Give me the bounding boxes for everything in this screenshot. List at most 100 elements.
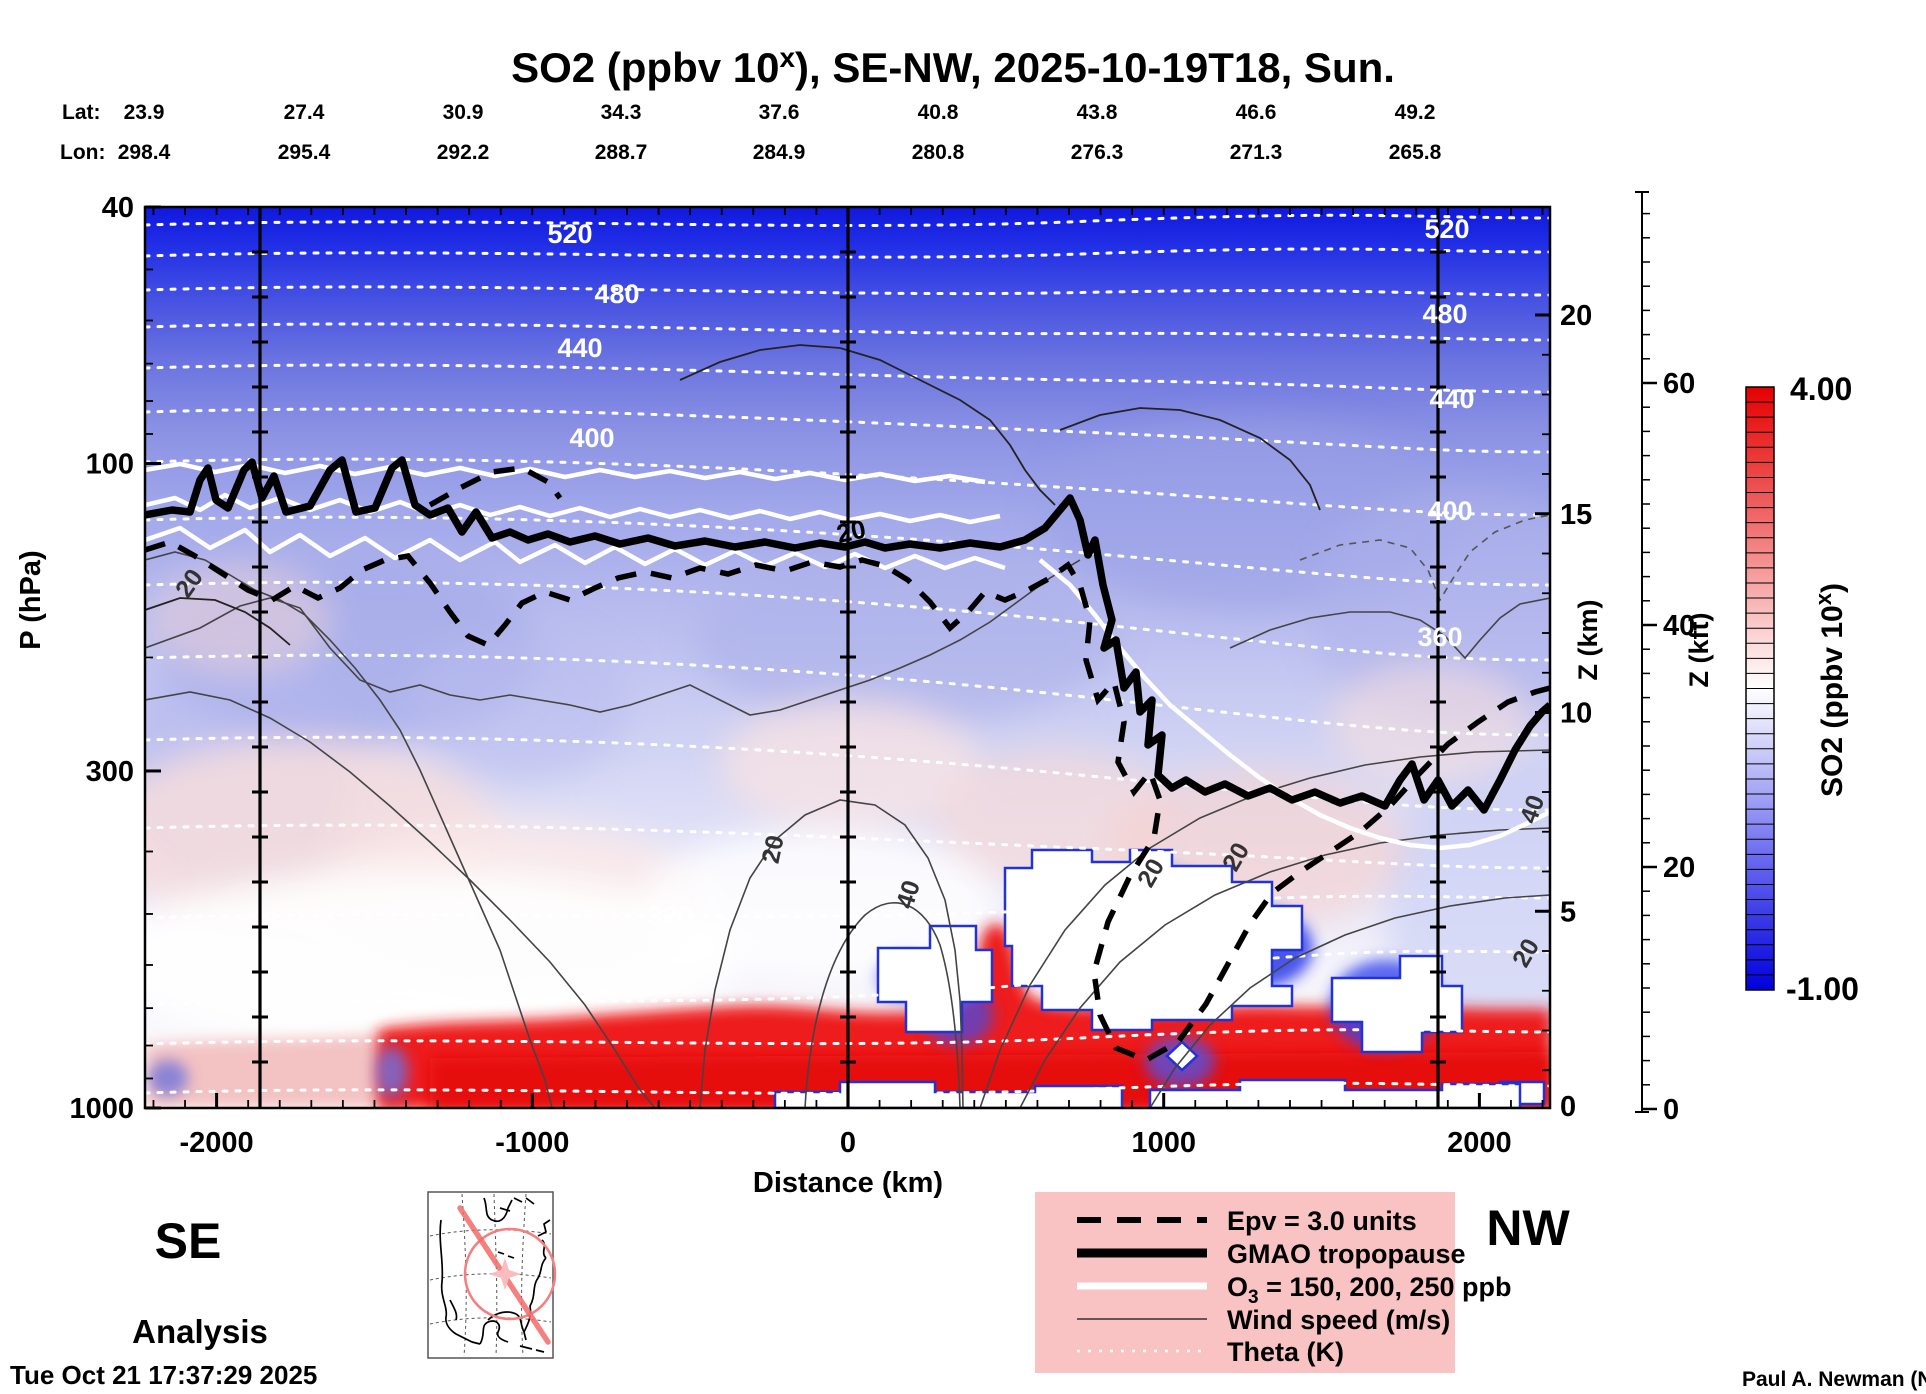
theta-label: 520 [1424,214,1469,244]
p-tick-label: 40 [102,192,134,224]
map-coastline [439,1197,551,1353]
lon-value: 288.7 [595,141,648,164]
theta-contour [145,1028,1550,1046]
lon-value: 292.2 [437,141,490,164]
zkm-tick-label: 0 [1560,1091,1576,1123]
map-inset [427,1191,557,1359]
map-center-star [489,1258,521,1290]
lon-value: 271.3 [1230,141,1283,164]
lon-row-label: Lon: [60,141,105,164]
theta-contour [145,580,1550,662]
colorbar: 4.00 -1.00 SO2 (ppbv 10x) [1745,371,1859,1007]
page-title: SO2 (ppbv 10x), SE-NW, 2025-10-19T18, Su… [511,42,1395,91]
p-tick-label: 100 [86,448,134,480]
upper-wind-contours [145,344,1321,646]
lon-value: 284.9 [753,141,806,164]
legend-epv-label: Epv = 3.0 units [1227,1206,1417,1236]
wind-label-black: 20 [834,514,869,549]
theta-label: 360 [1417,622,1462,652]
lat-value: 34.3 [601,101,642,124]
theta-contour [145,407,1550,454]
zkm-tick-label: 10 [1560,698,1592,730]
wind-contours [145,551,1550,1108]
lat-value: 40.8 [918,101,959,124]
theta-label: 520 [547,219,592,249]
lat-value: 46.6 [1236,101,1277,124]
theta-label: 480 [594,279,639,309]
colorbar-max: 4.00 [1790,371,1852,407]
theta-contour [145,515,1550,587]
lat-value: 23.9 [124,101,165,124]
x-tick-label: 1000 [1131,1127,1196,1159]
lat-value: 37.6 [759,101,800,124]
lat-value: 43.8 [1077,101,1118,124]
theta-contour [145,823,1550,870]
x-tick-label: 0 [840,1127,856,1159]
theta-contour [145,247,1550,259]
theta-contour [145,322,1550,342]
analysis-label: Analysis [132,1313,268,1350]
theta-contour [145,949,1550,1007]
theta-contour [145,653,1550,737]
zkft-tick-label: 0 [1663,1094,1679,1126]
theta-contour [145,363,1550,394]
wind-label: 20 [757,833,790,866]
timestamp: Tue Oct 21 17:37:29 2025 [10,1360,317,1390]
colorbar-min: -1.00 [1786,971,1859,1007]
theta-contour [145,735,1550,812]
p-tick-label: 300 [86,756,134,788]
axes: -2000 -1000 0 1000 2000 40 100 300 1000 20 15 10 5 0 6… [69,191,1695,1159]
zkm-tick-label: 20 [1560,300,1592,332]
zkm-tick-label: 15 [1560,499,1592,531]
zkft-tick-label: 40 [1663,610,1695,642]
lat-value: 30.9 [443,101,484,124]
theta-label: 400 [569,423,614,453]
lat-row-label: Lat: [62,101,101,124]
zkm-tick-label: 5 [1560,896,1576,928]
lat-lon-values: 23.9 298.4 27.4 295.4 30.9 292.2 34.3 288.7 37.6… [118,101,1442,164]
lon-value: 295.4 [278,141,331,164]
legend-wind-label: Wind speed (m/s) [1227,1305,1450,1335]
theta-contour [145,213,1550,227]
legend-tropopause-label: GMAO tropopause [1227,1239,1466,1269]
theta-label: 400 [1427,496,1472,526]
lon-value: 276.3 [1071,141,1124,164]
theta-contour [145,285,1550,297]
zkft-tick-label: 20 [1663,852,1695,884]
theta-contour [145,457,1550,517]
map-range-circle [463,1227,557,1321]
theta-contour [145,894,1550,920]
theta-contours [145,213,1550,1095]
lat-value: 27.4 [284,101,325,124]
endpoint-se-label: SE [155,1213,222,1269]
legend-ozone-label: O3 = 150, 200, 250 ppb [1227,1272,1512,1308]
theta-label: 320 [647,901,692,931]
lon-value: 265.8 [1389,141,1442,164]
lat-value: 49.2 [1395,101,1436,124]
lon-value: 298.4 [118,141,171,164]
x-tick-label: -2000 [180,1127,254,1159]
colorbar-ticks [1746,401,1774,976]
legend-theta-label: Theta (K) [1227,1337,1344,1367]
x-tick-label: 2000 [1447,1127,1512,1159]
map-frame [427,1191,554,1359]
p-tick-label: 1000 [69,1093,134,1125]
credit: Paul A. Newman (NASA [1742,1368,1926,1391]
section-reference-lines [252,207,1446,1108]
z-km-axis-label: Z (km) [1573,600,1603,681]
theta-label: 440 [1429,384,1474,414]
pressure-axis-label: P (hPa) [15,550,47,649]
legend: Epv = 3.0 units GMAO tropopause O3 = 150… [1035,1192,1512,1373]
z-kft-axis-label: Z (kft) [1684,613,1714,688]
theta-label: 480 [1422,299,1467,329]
theta-contour [145,1081,1550,1095]
distance-axis-label: Distance (km) [753,1167,943,1199]
out-of-range-pockets [773,848,1546,1108]
theta-label: 440 [557,333,602,363]
colorbar-label: SO2 (ppbv 10x) [1811,583,1849,797]
zkft-tick-label: 60 [1663,368,1695,400]
x-tick-label: -1000 [495,1127,569,1159]
